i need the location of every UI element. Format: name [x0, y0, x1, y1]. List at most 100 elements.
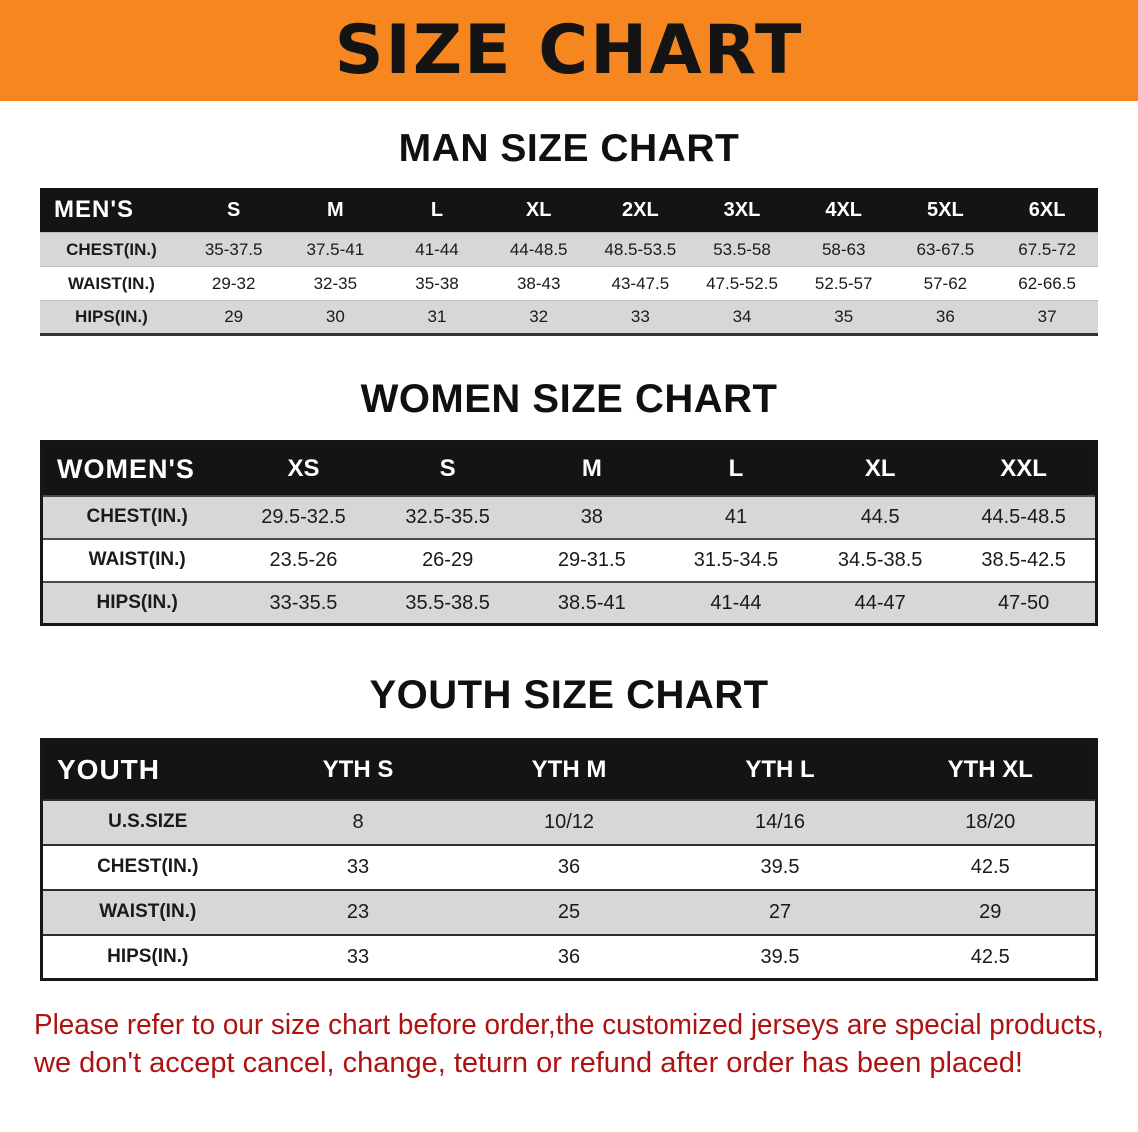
women-size-chart-heading: WOMEN SIZE CHART: [360, 377, 778, 422]
disclaimer: Please refer to our size chart before or…: [0, 1007, 1138, 1082]
size-value-cell: 57-62: [894, 266, 997, 301]
youth-size-table: YOUTH YTH S YTH M YTH L YTH XL U.S.SIZE 8 10/12…: [40, 738, 1098, 982]
row-label-cell: WAIST(IN.): [40, 266, 183, 301]
size-value-cell: 29: [885, 888, 1097, 935]
size-value-cell: 42.5: [885, 933, 1097, 980]
size-value-cell: 39.5: [674, 843, 886, 890]
row-label-cell: CHEST(IN.): [40, 232, 183, 267]
table-row: HIPS(IN.) 33 36 39.5 42.5: [41, 933, 1097, 980]
size-value-cell: 36: [894, 300, 997, 335]
size-column-header: XS: [231, 441, 376, 496]
size-value-cell: 47.5-52.5: [691, 266, 793, 301]
size-value-cell: 32-35: [284, 266, 387, 301]
size-column-header: 5XL: [894, 187, 997, 233]
size-value-cell: 33: [589, 300, 692, 335]
size-column-header: XXL: [952, 441, 1097, 496]
size-value-cell: 32: [487, 300, 590, 335]
size-value-cell: 26-29: [375, 537, 520, 582]
size-value-cell: 36: [463, 933, 675, 980]
table-row: CHEST(IN.) 35-37.5 37.5-41 41-44 44-48.5 48.5…: [40, 232, 1098, 267]
table-row: WAIST(IN.) 23.5-26 26-29 29-31.5 31.5-34.5 34…: [41, 537, 1097, 582]
size-value-cell: 29-32: [182, 266, 285, 301]
table-row: WAIST(IN.) 29-32 32-35 35-38 38-43 43-47.5 47.…: [40, 266, 1098, 301]
size-column-header: S: [182, 187, 285, 233]
size-value-cell: 58-63: [792, 232, 895, 267]
men-size-table: MEN'S S M L XL 2XL 3XL 4XL 5XL 6XL CHEST(IN.) 35-37…: [40, 187, 1098, 337]
size-value-cell: 23: [252, 888, 464, 935]
women-size-chart-section: WOMEN SIZE CHART WOMEN'S XS S M L XL XXL CHEST(…: [0, 376, 1138, 627]
row-label-cell: HIPS(IN.): [41, 933, 253, 980]
row-label-cell: CHEST(IN.): [41, 843, 253, 890]
size-value-cell: 48.5-53.5: [589, 232, 692, 267]
size-value-cell: 8: [252, 798, 464, 845]
size-value-cell: 10/12: [463, 798, 675, 845]
size-column-header: 6XL: [996, 187, 1098, 233]
table-row: U.S.SIZE 8 10/12 14/16 18/20: [41, 798, 1097, 845]
size-value-cell: 31: [386, 300, 488, 335]
size-value-cell: 35-38: [386, 266, 488, 301]
youth-size-chart-section: YOUTH SIZE CHART YOUTH YTH S YTH M YTH L YTH…: [0, 672, 1138, 982]
size-column-header: 2XL: [589, 187, 692, 233]
size-value-cell: 43-47.5: [589, 266, 692, 301]
size-value-cell: 35.5-38.5: [375, 580, 520, 625]
size-value-cell: 38: [519, 494, 664, 539]
table-header-row: WOMEN'S XS S M L XL XXL: [41, 441, 1097, 496]
size-value-cell: 41: [663, 494, 809, 539]
table-header-row: YOUTH YTH S YTH M YTH L YTH XL: [41, 739, 1097, 800]
size-value-cell: 47-50: [952, 580, 1097, 625]
size-value-cell: 29-31.5: [519, 537, 664, 582]
size-value-cell: 25: [463, 888, 675, 935]
size-value-cell: 41-44: [386, 232, 488, 267]
size-value-cell: 41-44: [663, 580, 809, 625]
size-value-cell: 35: [792, 300, 895, 335]
size-value-cell: 44-47: [808, 580, 953, 625]
size-value-cell: 39.5: [674, 933, 886, 980]
size-value-cell: 44.5: [808, 494, 953, 539]
size-value-cell: 53.5-58: [691, 232, 793, 267]
table-title-cell: WOMEN'S: [41, 441, 232, 496]
disclaimer-line-2-text: we don't accept cancel, change, teturn o…: [34, 1047, 1023, 1080]
size-column-header: 4XL: [792, 187, 895, 233]
size-value-cell: 62-66.5: [996, 266, 1098, 301]
women-size-table: WOMEN'S XS S M L XL XXL CHEST(IN.) 29.5-32.5 32.5…: [40, 440, 1098, 627]
size-value-cell: 29.5-32.5: [231, 494, 376, 539]
size-value-cell: 52.5-57: [792, 266, 895, 301]
size-column-header: YTH L: [674, 739, 886, 800]
table-header-row: MEN'S S M L XL 2XL 3XL 4XL 5XL 6XL: [40, 187, 1098, 233]
man-size-chart-heading: MAN SIZE CHART: [398, 127, 740, 170]
women-table-wrap: WOMEN'S XS S M L XL XXL CHEST(IN.) 29.5-32.5 32.5…: [0, 440, 1138, 627]
size-value-cell: 14/16: [674, 798, 886, 845]
banner: SIZE CHART: [0, 0, 1138, 101]
size-value-cell: 33: [252, 843, 464, 890]
row-label-cell: WAIST(IN.): [41, 537, 232, 582]
table-row: HIPS(IN.) 33-35.5 35.5-38.5 38.5-41 41-44 44-…: [41, 580, 1097, 625]
man-size-chart-section: MAN SIZE CHART MEN'S S M L XL 2XL 3XL 4XL 5XL 6XL…: [0, 127, 1138, 337]
youth-table-wrap: YOUTH YTH S YTH M YTH L YTH XL U.S.SIZE 8 10/12…: [0, 738, 1138, 982]
disclaimer-line-2: we don't accept cancel, change, teturn o…: [34, 1045, 1104, 1083]
size-column-header: L: [386, 187, 488, 233]
table-title-cell: YOUTH: [41, 739, 253, 800]
size-value-cell: 38.5-41: [519, 580, 664, 625]
size-column-header: L: [663, 441, 809, 496]
size-column-header: YTH M: [463, 739, 675, 800]
page-title: SIZE CHART: [334, 10, 804, 90]
size-value-cell: 31.5-34.5: [663, 537, 809, 582]
size-value-cell: 36: [463, 843, 675, 890]
row-label-cell: U.S.SIZE: [41, 798, 253, 845]
size-value-cell: 38.5-42.5: [952, 537, 1097, 582]
size-column-header: XL: [487, 187, 590, 233]
size-column-header: XL: [808, 441, 953, 496]
size-value-cell: 29: [182, 300, 285, 335]
size-value-cell: 63-67.5: [894, 232, 997, 267]
size-value-cell: 35-37.5: [182, 232, 285, 267]
size-value-cell: 18/20: [885, 798, 1097, 845]
size-value-cell: 37.5-41: [284, 232, 387, 267]
size-value-cell: 33-35.5: [231, 580, 376, 625]
size-column-header: YTH XL: [885, 739, 1097, 800]
size-value-cell: 37: [996, 300, 1098, 335]
size-chart-page: SIZE CHART MAN SIZE CHART MEN'S S M L XL 2XL 3…: [0, 0, 1138, 1082]
size-value-cell: 44-48.5: [487, 232, 590, 267]
size-value-cell: 33: [252, 933, 464, 980]
disclaimer-line-1-text: Please refer to our size chart before or…: [34, 1009, 1104, 1042]
disclaimer-line-1: Please refer to our size chart before or…: [34, 1007, 1104, 1045]
